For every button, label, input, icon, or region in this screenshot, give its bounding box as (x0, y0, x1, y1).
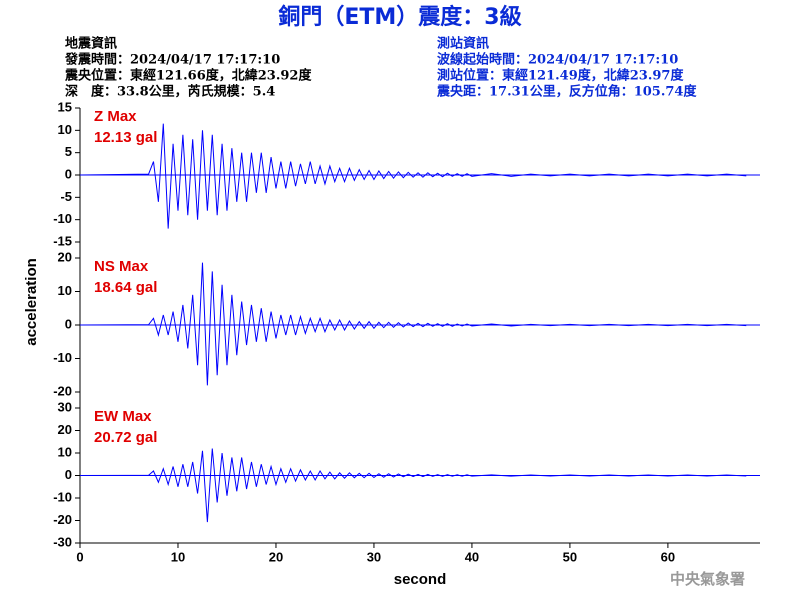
y-tick-label: -10 (53, 350, 72, 365)
y-tick-label: -15 (53, 233, 72, 248)
y-tick-label: 30 (58, 399, 72, 414)
info-right: 測站資訊 (437, 36, 489, 52)
x-tick-label: 40 (465, 549, 479, 564)
y-tick-label: -10 (53, 489, 72, 504)
y-tick-label: -30 (53, 534, 72, 549)
y-tick-label: 20 (58, 249, 72, 264)
x-tick-label: 50 (563, 549, 577, 564)
info-right: 測站位置：東經121.49度，北緯23.97度 (437, 68, 684, 84)
y-tick-label: 0 (65, 166, 72, 181)
x-tick-label: 10 (171, 549, 185, 564)
x-tick-label: 30 (367, 549, 381, 564)
info-left: 震央位置：東經121.66度，北緯23.92度 (64, 68, 312, 84)
info-left: 深 度：33.8公里，芮氏規模：5.4 (65, 84, 275, 100)
annotation: 12.13 gal (94, 129, 157, 146)
annotation: Z Max (94, 108, 137, 125)
info-right: 波線起始時間：2024/04/17 17:17:10 (437, 52, 678, 68)
x-tick-label: 20 (269, 549, 283, 564)
x-tick-label: 60 (661, 549, 675, 564)
info-right: 震央距：17.31公里，反方位角：105.74度 (436, 84, 697, 100)
annotation: NS Max (94, 258, 149, 275)
chart-title: 銅門（ETM）震度：3級 (278, 4, 521, 30)
y-tick-label: -10 (53, 211, 72, 226)
info-left: 地震資訊 (65, 36, 117, 52)
y-tick-label: -20 (53, 512, 72, 527)
y-tick-label: 10 (58, 283, 72, 298)
annotation: EW Max (94, 408, 152, 425)
y-tick-label: 0 (65, 467, 72, 482)
info-left: 發震時間：2024/04/17 17:17:10 (64, 52, 280, 68)
y-tick-label: 20 (58, 422, 72, 437)
y-tick-label: -20 (53, 383, 72, 398)
y-tick-label: 15 (58, 99, 72, 114)
y-tick-label: 10 (58, 444, 72, 459)
waveform (79, 123, 747, 229)
annotation: 20.72 gal (94, 429, 157, 446)
waveform (79, 262, 747, 386)
y-tick-label: 10 (58, 122, 72, 137)
x-tick-label: 0 (76, 549, 83, 564)
annotation: 18.64 gal (94, 279, 157, 296)
x-axis-label: second (394, 571, 447, 588)
watermark: 中央氣象署 (670, 570, 745, 588)
y-tick-label: 5 (65, 144, 72, 159)
y-tick-label: 0 (65, 316, 72, 331)
y-axis-label: acceleration (23, 258, 40, 346)
y-tick-label: -5 (60, 189, 72, 204)
waveform (79, 448, 747, 523)
